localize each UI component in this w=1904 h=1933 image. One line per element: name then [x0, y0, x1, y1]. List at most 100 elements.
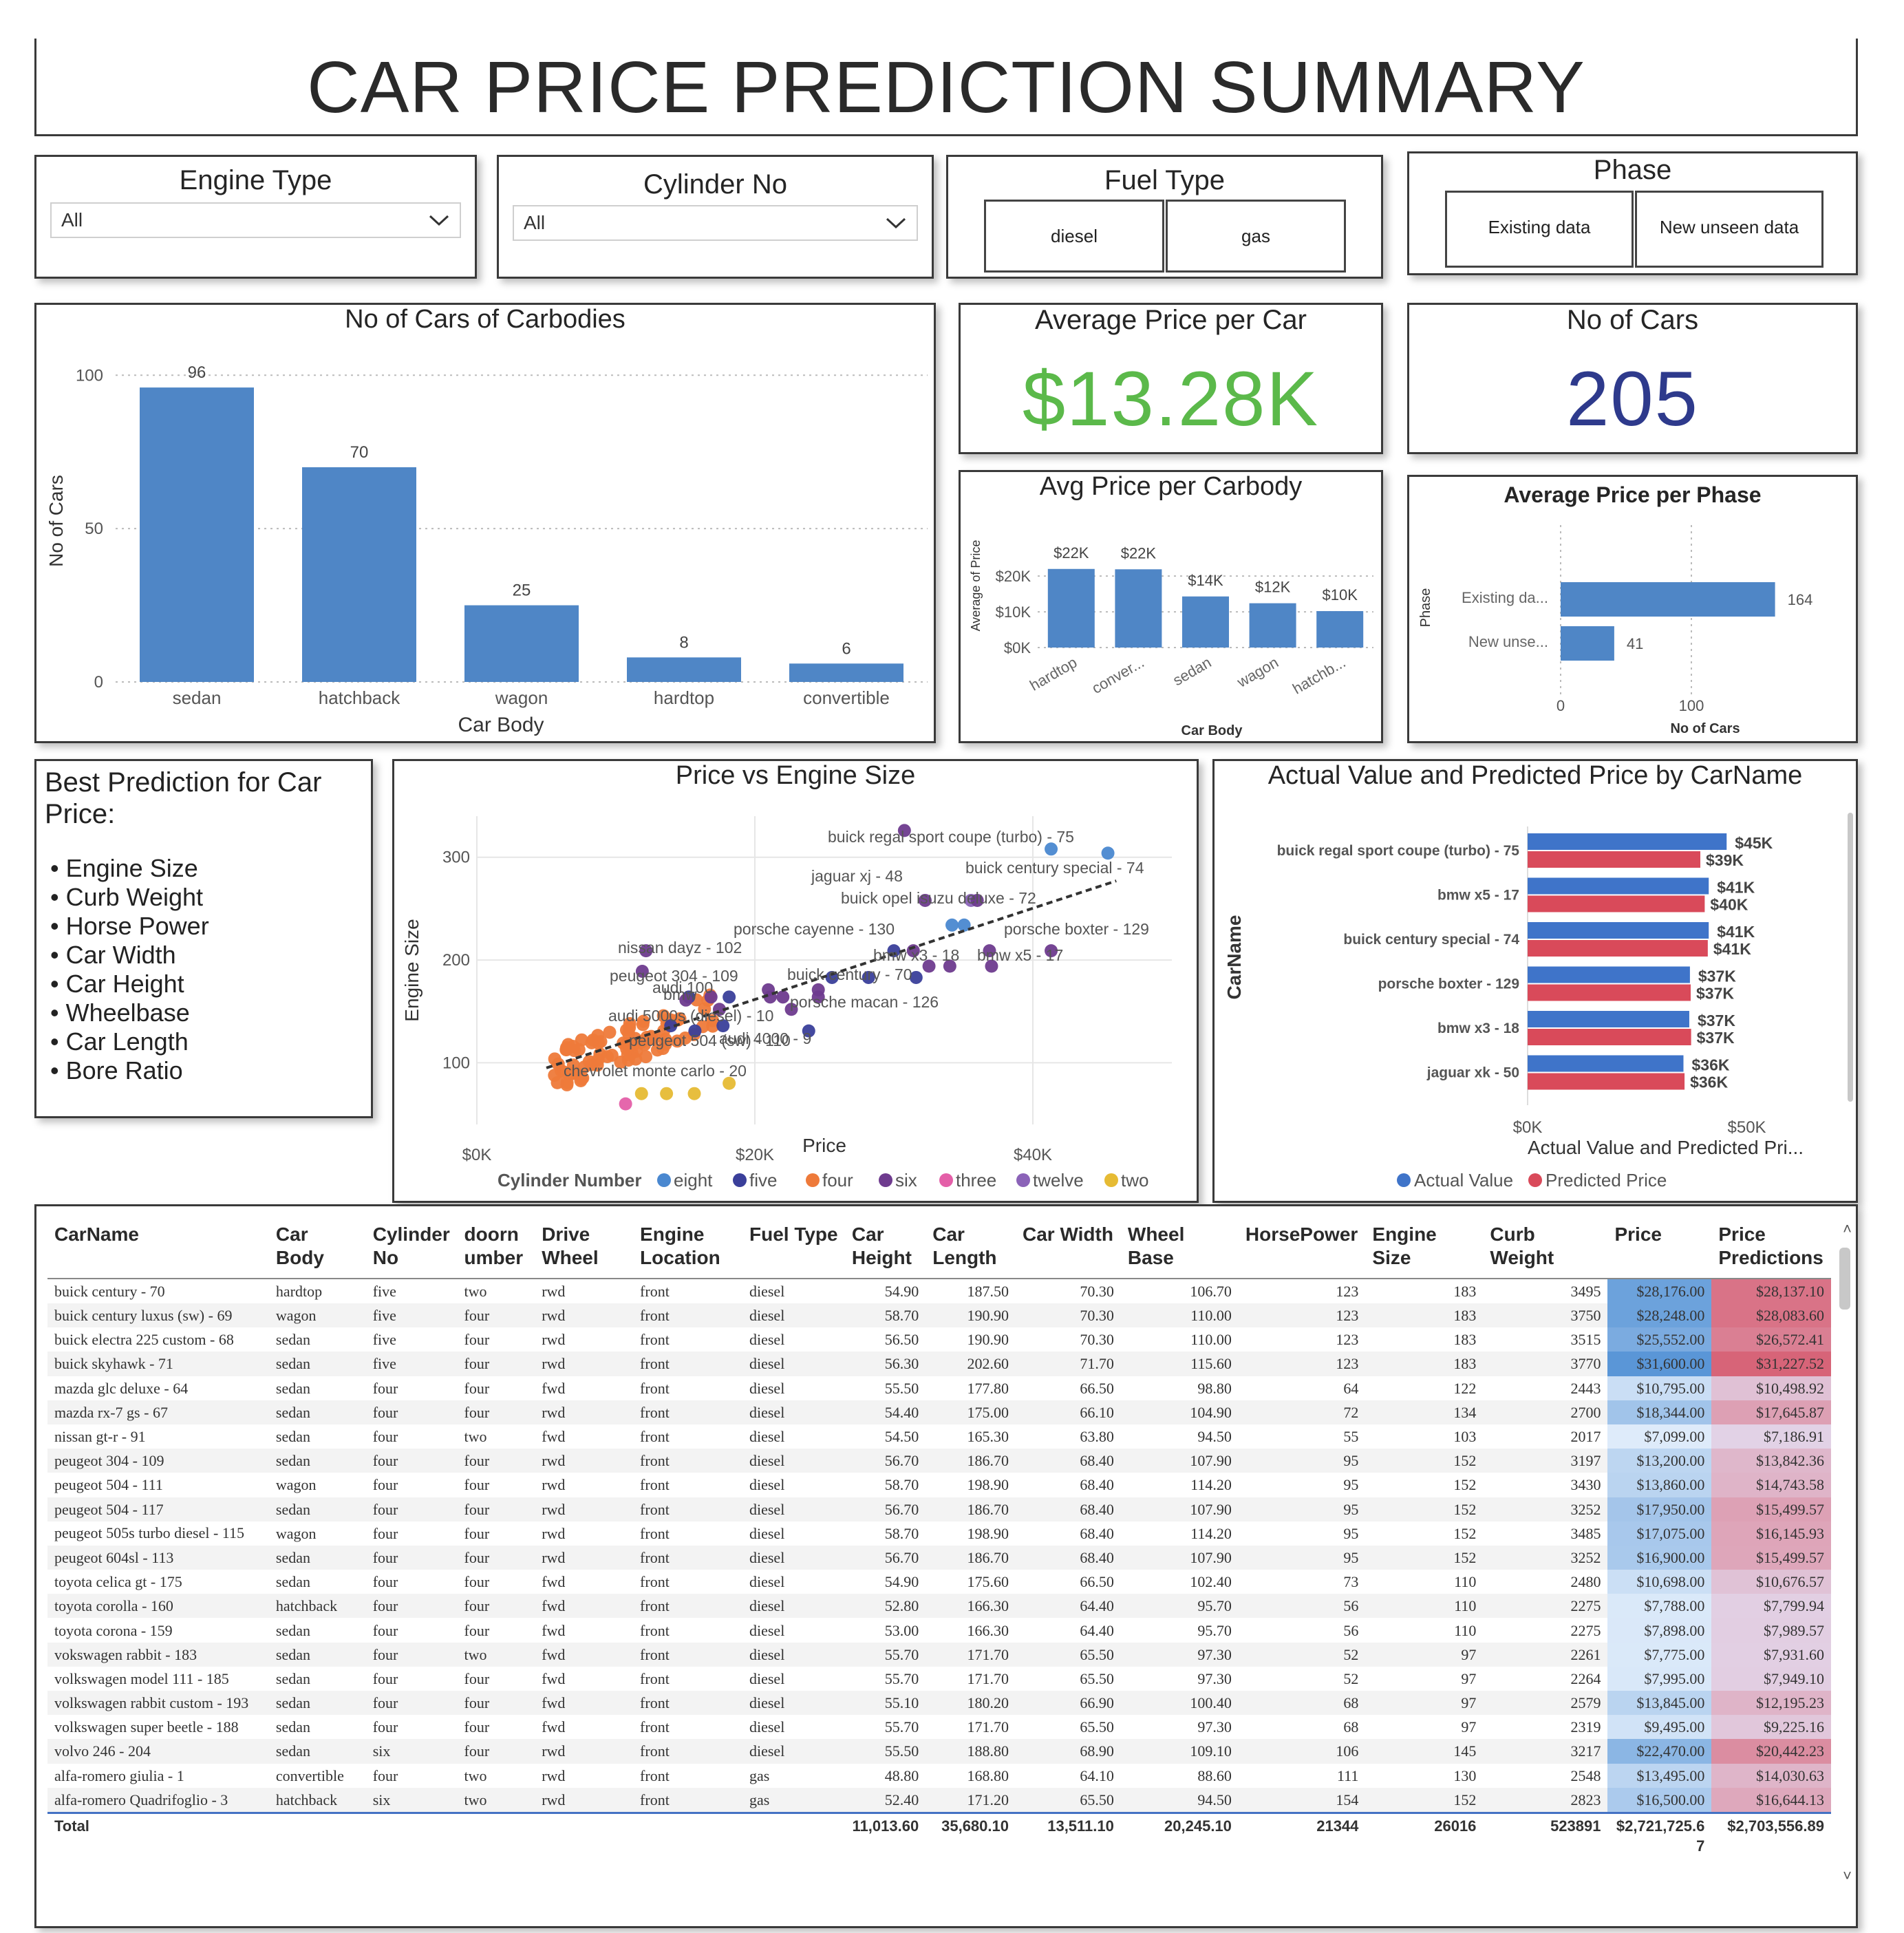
- table-cell: 95.70: [1197, 1597, 1232, 1615]
- table-scrollbar[interactable]: [1839, 1248, 1850, 1310]
- table-cell: four: [372, 1718, 398, 1736]
- table-cell: 186.70: [967, 1548, 1009, 1566]
- table-cell: front: [640, 1428, 670, 1446]
- scroll-down-icon[interactable]: ˅: [1843, 1867, 1852, 1884]
- y-axis-title: Engine Size: [401, 919, 422, 1021]
- fuel-option-gas[interactable]: gas: [1166, 200, 1346, 273]
- table-cell: 3217: [1570, 1742, 1601, 1760]
- table-row[interactable]: peugeot 604sl - 113 sedan four four rwd front…: [47, 1545, 1831, 1570]
- table-cell: $7,775.00: [1607, 1642, 1712, 1667]
- engine-type-slicer: Engine Type All: [34, 155, 477, 279]
- column-header[interactable]: Price Predictions: [1711, 1216, 1831, 1279]
- scrollbar[interactable]: [1848, 813, 1853, 1102]
- table-cell: four: [372, 1597, 398, 1615]
- table-row[interactable]: volkswagen rabbit custom - 193 sedan four f…: [47, 1691, 1831, 1716]
- x-tick-label: $0K: [1513, 1118, 1543, 1137]
- fuel-option-diesel[interactable]: diesel: [984, 200, 1164, 273]
- table-row[interactable]: nissan gt-r - 91 sedan four two fwd front dies…: [47, 1424, 1831, 1449]
- column-header[interactable]: HorsePower: [1238, 1216, 1366, 1279]
- table-row[interactable]: buick century luxus (sw) - 69 wagon five fo…: [47, 1303, 1831, 1328]
- column-header[interactable]: doorn umber: [457, 1216, 535, 1279]
- table-row[interactable]: toyota corona - 159 sedan four four fwd front…: [47, 1618, 1831, 1643]
- table-row[interactable]: volkswagen super beetle - 188 sedan four fo…: [47, 1715, 1831, 1740]
- table-row[interactable]: vokswagen rabbit - 183 sedan four two fwd fro…: [47, 1642, 1831, 1667]
- table-row[interactable]: alfa-romero giulia - 1 convertible four two…: [47, 1763, 1831, 1788]
- table-cell: front: [640, 1791, 670, 1808]
- table-cell: front: [640, 1379, 670, 1397]
- column-header[interactable]: Car Height: [844, 1216, 926, 1279]
- avg-price-value: $13.28K: [1022, 356, 1320, 442]
- table-cell: rwd: [542, 1403, 566, 1421]
- cylinder-no-dropdown[interactable]: All: [513, 205, 918, 241]
- scatter-point: [687, 1087, 701, 1100]
- column-header[interactable]: Drive Wheel: [535, 1216, 634, 1279]
- column-header[interactable]: Engine Size: [1365, 1216, 1484, 1279]
- column-header[interactable]: Curb Weight: [1483, 1216, 1608, 1279]
- column-header[interactable]: Engine Location: [633, 1216, 742, 1279]
- table-row[interactable]: volkswagen model 111 - 185 sedan four four f…: [47, 1666, 1831, 1691]
- table-cell: gas: [749, 1766, 770, 1784]
- table-cell: 3515: [1570, 1331, 1601, 1349]
- list-item: • Engine Size: [50, 854, 198, 882]
- table-cell: four: [372, 1694, 398, 1712]
- table-cell: 171.70: [967, 1645, 1009, 1663]
- x-tick-label: sedan: [173, 687, 222, 708]
- table-row[interactable]: mazda rx-7 gs - 67 sedan four four rwd front d…: [47, 1400, 1831, 1424]
- table-cell: 95: [1343, 1452, 1359, 1470]
- scatter-point: [678, 1032, 692, 1045]
- table-row[interactable]: peugeot 504 - 111 wagon four four rwd front di…: [47, 1473, 1831, 1497]
- bar-actual: [1528, 1011, 1689, 1027]
- column-header[interactable]: CarName: [47, 1216, 269, 1279]
- table-cell: four: [372, 1403, 398, 1421]
- table-row[interactable]: toyota corolla - 160 hatchback four four fwd…: [47, 1594, 1831, 1619]
- table-row[interactable]: alfa-romero Quadrifoglio - 3 hatchback six…: [47, 1787, 1831, 1813]
- table-cell: 64.10: [1080, 1766, 1114, 1784]
- table-cell: four: [464, 1500, 490, 1518]
- scatter-point: [660, 1087, 674, 1100]
- column-header[interactable]: Cylinder No: [365, 1216, 458, 1279]
- engine-type-dropdown[interactable]: All: [50, 202, 461, 238]
- table-cell: 56.70: [884, 1548, 919, 1566]
- scroll-up-icon[interactable]: ˄: [1843, 1220, 1852, 1237]
- table-cell: four: [464, 1524, 490, 1542]
- table-cell: diesel: [749, 1331, 785, 1349]
- title-banner: CAR PRICE PREDICTION SUMMARY: [34, 39, 1858, 136]
- table-row[interactable]: mazda glc deluxe - 64 sedan four four fwd fro…: [47, 1376, 1831, 1400]
- point-label: buick century - 70: [787, 965, 912, 983]
- phase-option-new[interactable]: New unseen data: [1635, 191, 1823, 268]
- table-cell: peugeot 504 - 111: [54, 1476, 163, 1494]
- phase-option-existing[interactable]: Existing data: [1445, 191, 1634, 268]
- table-cell: buick electra 225 custom - 68: [54, 1331, 234, 1349]
- table-cell: four: [372, 1766, 398, 1784]
- table-row[interactable]: volvo 246 - 204 sedan six four rwd front diese…: [47, 1739, 1831, 1764]
- table-cell: 95.70: [1197, 1621, 1232, 1639]
- column-header[interactable]: Car Body: [268, 1216, 366, 1279]
- column-header[interactable]: Price: [1607, 1216, 1712, 1279]
- table-row[interactable]: peugeot 505s turbo diesel - 115 wagon four…: [47, 1521, 1831, 1546]
- table-cell: 110.00: [1190, 1331, 1232, 1349]
- data-label: $22K: [1121, 544, 1157, 562]
- column-header[interactable]: Car Length: [926, 1216, 1016, 1279]
- y-tick-label: 200: [442, 951, 470, 970]
- scatter-point: [897, 824, 911, 837]
- table-row[interactable]: buick electra 225 custom - 68 sedan five fo…: [47, 1327, 1831, 1352]
- table-row[interactable]: buick century - 70 hardtop five two rwd front…: [47, 1279, 1831, 1303]
- table-row[interactable]: peugeot 504 - 117 sedan four four rwd front di…: [47, 1497, 1831, 1521]
- column-header[interactable]: Fuel Type: [742, 1216, 845, 1279]
- table-cell: 3770: [1570, 1355, 1601, 1373]
- table-row[interactable]: peugeot 304 - 109 sedan four four rwd front di…: [47, 1449, 1831, 1473]
- chart-title: Actual Value and Predicted Price by CarN…: [1267, 761, 1803, 790]
- table-cell: two: [464, 1283, 487, 1300]
- num-cars-value: 205: [1566, 356, 1699, 442]
- table-row[interactable]: toyota celica gt - 175 sedan four four fwd fr…: [47, 1570, 1831, 1594]
- table-row[interactable]: buick skyhawk - 71 sedan five four rwd front d…: [47, 1352, 1831, 1376]
- table-cell: four: [464, 1742, 490, 1760]
- table-cell: $7,931.60: [1711, 1642, 1831, 1667]
- table-cell: fwd: [542, 1428, 566, 1446]
- table-cell: 95: [1343, 1476, 1359, 1494]
- x-tick-label: $20K: [736, 1146, 774, 1164]
- table-cell: $17,645.87: [1711, 1400, 1831, 1424]
- data-label: $37K: [1698, 1012, 1735, 1029]
- column-header[interactable]: Wheel Base: [1120, 1216, 1239, 1279]
- column-header[interactable]: Car Width: [1015, 1216, 1121, 1279]
